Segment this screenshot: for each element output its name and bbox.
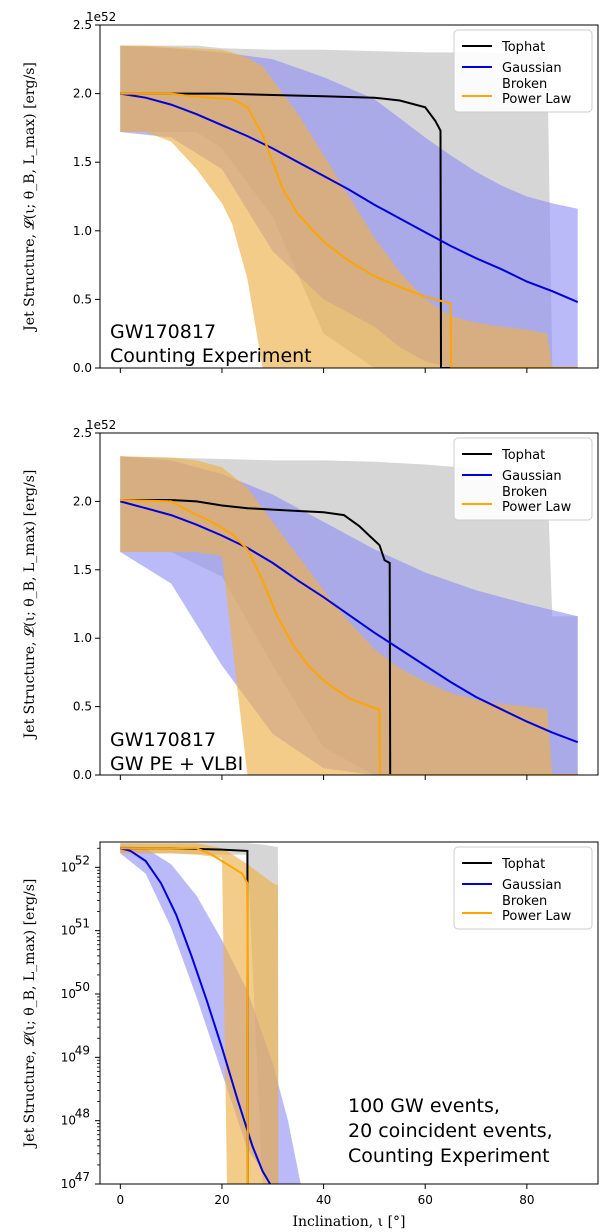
legend-label-broken-power-law: Broken bbox=[502, 77, 547, 92]
y-tick-exponent: 50 bbox=[75, 980, 90, 994]
line-gaussian bbox=[120, 500, 579, 744]
legend-box bbox=[453, 846, 593, 930]
annotation-line: GW170817 bbox=[110, 729, 216, 751]
y-tick-label: 1.0 bbox=[73, 224, 92, 238]
y-tick-exponent: 47 bbox=[75, 1170, 90, 1184]
y-tick-label: 10 bbox=[61, 1050, 76, 1064]
annotation-line: GW PE + VLBI bbox=[110, 753, 243, 775]
x-tick-label: 20 bbox=[214, 1193, 229, 1207]
band-broken-power-law bbox=[120, 843, 279, 1184]
y-axis-label: Jet Structure, 𝓛(ι; θ_B, L_max) [erg/s] bbox=[22, 470, 38, 741]
y-axis-label: Jet Structure, 𝓛(ι; θ_B, L_max) [erg/s] bbox=[22, 62, 38, 333]
line-gaussian bbox=[120, 847, 272, 1184]
y-tick-label: 2.0 bbox=[73, 494, 92, 508]
y-tick-label: 2.0 bbox=[73, 87, 92, 101]
line-broken-power-law bbox=[120, 847, 249, 1184]
y-tick-label: 0.5 bbox=[73, 292, 92, 306]
y-axis-label: Jet Structure, 𝓛(ι; θ_B, L_max) [erg/s] bbox=[22, 879, 38, 1150]
legend-label-tophat: Tophat bbox=[501, 448, 545, 463]
y-tick-label: 1.5 bbox=[73, 155, 92, 169]
x-tick-label: 60 bbox=[418, 1193, 433, 1207]
y-tick-label: 10 bbox=[61, 924, 76, 938]
axes-frame bbox=[99, 24, 599, 369]
annotation-line: 20 coincident events, bbox=[348, 1120, 553, 1142]
annotation-line: Counting Experiment bbox=[110, 345, 312, 367]
legend-label-broken-power-law: Broken bbox=[502, 485, 547, 500]
x-tick-label: 0 bbox=[117, 1193, 125, 1207]
y-tick-label: 2.5 bbox=[73, 426, 92, 440]
legend-label-broken-power-law-cont: Power Law bbox=[502, 92, 572, 107]
y-tick-label: 2.5 bbox=[73, 18, 92, 32]
plot-area bbox=[120, 45, 579, 368]
y-tick-label: 10 bbox=[61, 1177, 76, 1191]
legend-box bbox=[453, 29, 593, 113]
y-tick-label: 0.0 bbox=[73, 361, 92, 375]
plot-area bbox=[120, 456, 579, 775]
annotation-line: GW170817 bbox=[110, 321, 216, 343]
y-tick-label: 10 bbox=[61, 1114, 76, 1128]
line-broken-power-law bbox=[120, 92, 578, 368]
y-tick-exponent: 49 bbox=[75, 1043, 90, 1057]
line-broken-power-law bbox=[120, 499, 578, 775]
y-tick-label: 0.5 bbox=[73, 700, 92, 714]
legend-box bbox=[453, 437, 593, 521]
line-tophat bbox=[120, 92, 578, 368]
offset-text: 1e52 bbox=[86, 10, 116, 24]
y-tick-exponent: 48 bbox=[75, 1107, 90, 1121]
line-tophat bbox=[120, 499, 578, 775]
line-gaussian bbox=[120, 92, 579, 304]
y-tick-label: 0.0 bbox=[73, 768, 92, 782]
x-tick-label: 40 bbox=[316, 1193, 331, 1207]
legend-label-tophat: Tophat bbox=[501, 40, 545, 55]
y-tick-label: 1.5 bbox=[73, 563, 92, 577]
x-tick-label: 80 bbox=[519, 1193, 534, 1207]
x-axis-label: Inclination, ι [°] bbox=[292, 1214, 405, 1230]
annotation-line: Counting Experiment bbox=[348, 1145, 550, 1167]
y-tick-exponent: 52 bbox=[75, 853, 90, 867]
y-tick-label: 1.0 bbox=[73, 631, 92, 645]
legend-label-gaussian: Gaussian bbox=[502, 61, 562, 76]
y-tick-label: 10 bbox=[61, 860, 76, 874]
legend-label-broken-power-law-cont: Power Law bbox=[502, 909, 572, 924]
axes-frame bbox=[99, 432, 599, 776]
y-tick-exponent: 51 bbox=[75, 917, 90, 931]
legend-label-gaussian: Gaussian bbox=[502, 878, 562, 893]
annotation-line: 100 GW events, bbox=[348, 1095, 500, 1117]
band-broken-power-law bbox=[120, 45, 578, 368]
legend-label-broken-power-law: Broken bbox=[502, 894, 547, 909]
legend-label-broken-power-law-cont: Power Law bbox=[502, 500, 572, 515]
offset-text: 1e52 bbox=[86, 418, 116, 432]
plot-area bbox=[120, 843, 301, 1184]
y-tick-label: 10 bbox=[61, 987, 76, 1001]
legend-label-gaussian: Gaussian bbox=[502, 469, 562, 484]
legend-label-tophat: Tophat bbox=[501, 857, 545, 872]
